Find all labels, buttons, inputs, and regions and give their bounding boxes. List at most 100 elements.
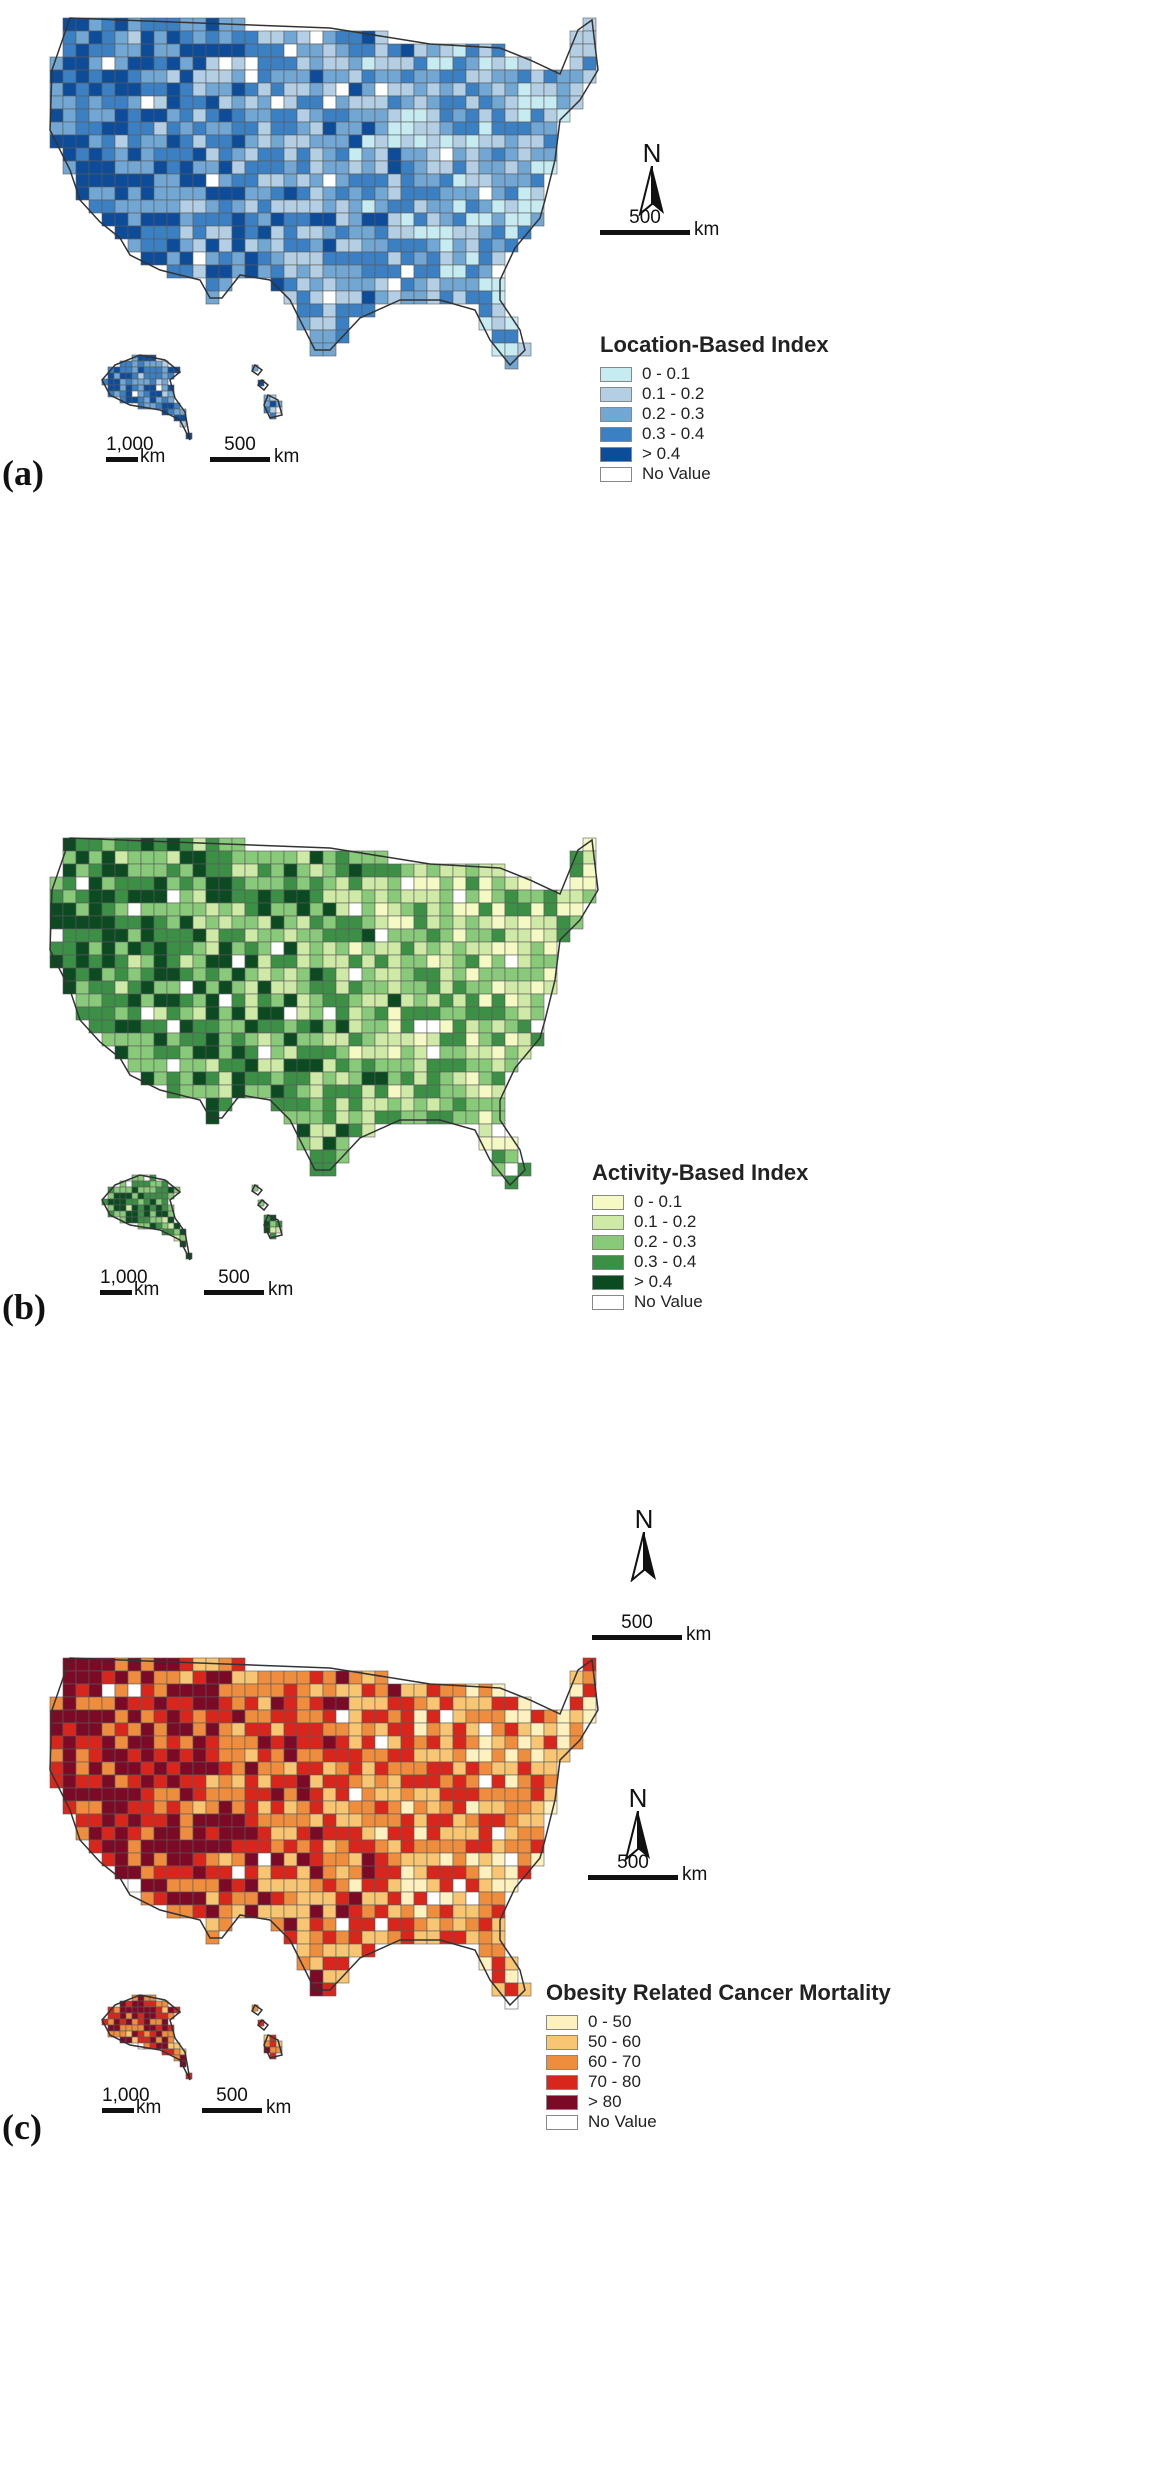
- county-cell: [192, 173, 207, 188]
- county-cell: [153, 1032, 168, 1047]
- county-cell: [491, 134, 506, 149]
- county-cell: [153, 1670, 168, 1685]
- county-cell: [166, 1019, 181, 1034]
- county-cell: [113, 1198, 121, 1206]
- county-cell: [452, 1071, 467, 1086]
- county-cell: [113, 1192, 121, 1200]
- county-cell: [361, 43, 376, 58]
- scale-value: 500: [224, 434, 256, 455]
- county-cell: [426, 902, 441, 917]
- county-cell: [361, 1826, 376, 1841]
- county-cell: [244, 225, 259, 240]
- county-cell: [137, 2012, 145, 2020]
- county-cell: [322, 1136, 337, 1151]
- county-cell: [322, 1852, 337, 1867]
- county-cell: [426, 1006, 441, 1021]
- county-cell: [400, 69, 415, 84]
- county-cell: [231, 889, 246, 904]
- county-cell: [374, 1930, 389, 1945]
- county-cell: [296, 1865, 311, 1880]
- county-cell: [309, 889, 324, 904]
- county-cell: [205, 173, 220, 188]
- county-cell: [348, 1917, 363, 1932]
- county-cell: [400, 82, 415, 97]
- county-cell: [296, 1084, 311, 1099]
- county-cell: [504, 980, 519, 995]
- county-cell: [309, 1826, 324, 1841]
- county-cell: [153, 889, 168, 904]
- county-cell: [173, 1228, 181, 1236]
- county-cell: [125, 1192, 133, 1200]
- county-cell: [465, 1878, 480, 1893]
- county-cell: [231, 69, 246, 84]
- county-cell: [504, 1748, 519, 1763]
- county-cell: [504, 238, 519, 253]
- county-cell: [348, 225, 363, 240]
- county-cell: [374, 264, 389, 279]
- county-cell: [149, 1198, 157, 1206]
- county-cell: [101, 1787, 116, 1802]
- county-cell: [231, 147, 246, 162]
- north-arrow: N: [618, 1785, 658, 1868]
- county-cell: [166, 1683, 181, 1698]
- county-cell: [335, 1774, 350, 1789]
- county-cell: [257, 850, 272, 865]
- county-cell: [257, 1891, 272, 1906]
- county-cell: [283, 1683, 298, 1698]
- county-cell: [125, 1210, 133, 1218]
- county-cell: [296, 1045, 311, 1060]
- county-cell: [101, 1683, 116, 1698]
- county-cell: [465, 876, 480, 891]
- county-cell: [413, 1071, 428, 1086]
- county-cell: [166, 928, 181, 943]
- county-cell: [140, 837, 155, 852]
- county-cell: [556, 902, 571, 917]
- county-cell: [309, 108, 324, 123]
- county-cell: [569, 56, 584, 71]
- county-cell: [283, 1865, 298, 1880]
- county-cell: [62, 56, 77, 71]
- county-cell: [75, 993, 90, 1008]
- county-cell: [131, 2024, 139, 2032]
- county-cell: [426, 264, 441, 279]
- county-cell: [166, 850, 181, 865]
- county-cell: [348, 954, 363, 969]
- county-cell: [270, 1084, 285, 1099]
- county-cell: [270, 1839, 285, 1854]
- county-cell: [387, 251, 402, 266]
- county-cell: [335, 69, 350, 84]
- county-cell: [400, 941, 415, 956]
- county-cell: [452, 928, 467, 943]
- county-cell: [75, 108, 90, 123]
- county-cell: [452, 277, 467, 292]
- county-cell: [137, 1198, 145, 1206]
- county-cell: [296, 1943, 311, 1958]
- county-cell: [374, 1774, 389, 1789]
- county-cell: [361, 108, 376, 123]
- county-cell: [155, 378, 163, 386]
- county-cell: [127, 147, 142, 162]
- county-cell: [413, 1826, 428, 1841]
- county-cell: [322, 1709, 337, 1724]
- county-cell: [426, 1110, 441, 1125]
- county-cell: [530, 954, 545, 969]
- county-cell: [257, 1839, 272, 1854]
- county-cell: [114, 95, 129, 110]
- county-cell: [270, 1787, 285, 1802]
- county-cell: [125, 396, 133, 404]
- county-cell: [270, 1735, 285, 1750]
- county-cell: [270, 850, 285, 865]
- county-cell: [387, 1722, 402, 1737]
- scale-value: 500: [218, 1267, 250, 1288]
- county-cell: [335, 121, 350, 136]
- county-cell: [231, 134, 246, 149]
- county-cell: [218, 1813, 233, 1828]
- hawaii-outline: [256, 1198, 270, 1212]
- county-cell: [413, 928, 428, 943]
- county-cell: [478, 1761, 493, 1776]
- county-cell: [179, 1787, 194, 1802]
- county-cell: [348, 915, 363, 930]
- county-cell: [218, 1709, 233, 1724]
- county-cell: [426, 1709, 441, 1724]
- county-cell: [478, 1097, 493, 1112]
